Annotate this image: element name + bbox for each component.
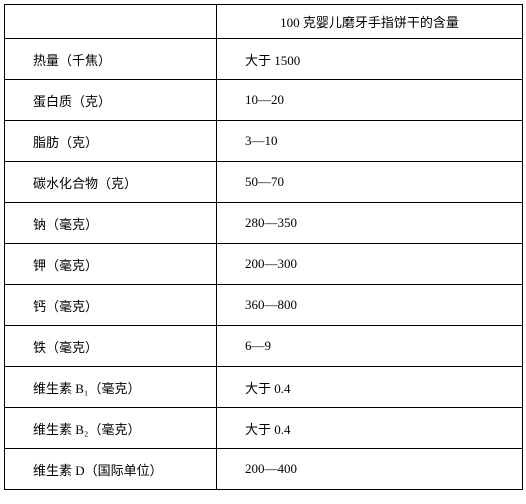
- table-header-row: 100 克婴儿磨牙手指饼干的含量: [5, 5, 523, 39]
- nutrient-value: 大于 0.4: [217, 408, 523, 449]
- nutrient-label: 钾（毫克）: [5, 244, 217, 285]
- nutrient-label: 铁（毫克）: [5, 326, 217, 367]
- table-row: 蛋白质（克） 10—20: [5, 80, 523, 121]
- header-title-cell: 100 克婴儿磨牙手指饼干的含量: [217, 5, 523, 39]
- nutrient-label: 蛋白质（克）: [5, 80, 217, 121]
- table-row: 维生素 D（国际单位） 200—400: [5, 449, 523, 490]
- nutrient-value: 200—300: [217, 244, 523, 285]
- table-row: 钠（毫克） 280—350: [5, 203, 523, 244]
- nutrient-label: 热量（千焦）: [5, 39, 217, 80]
- nutrient-value: 6—9: [217, 326, 523, 367]
- nutrient-value: 50—70: [217, 162, 523, 203]
- nutrient-value: 360—800: [217, 285, 523, 326]
- nutrient-label: 钙（毫克）: [5, 285, 217, 326]
- table-row: 铁（毫克） 6—9: [5, 326, 523, 367]
- table-row: 碳水化合物（克） 50—70: [5, 162, 523, 203]
- nutrient-value: 3—10: [217, 121, 523, 162]
- table-row: 钾（毫克） 200—300: [5, 244, 523, 285]
- nutrient-value: 280—350: [217, 203, 523, 244]
- nutrient-label: 维生素 B₂（毫克）: [5, 408, 217, 449]
- nutrition-table: 100 克婴儿磨牙手指饼干的含量 热量（千焦） 大于 1500 蛋白质（克） 1…: [4, 4, 523, 490]
- nutrient-label: 脂肪（克）: [5, 121, 217, 162]
- nutrient-label: 维生素 D（国际单位）: [5, 449, 217, 490]
- nutrient-label: 钠（毫克）: [5, 203, 217, 244]
- nutrient-value: 10—20: [217, 80, 523, 121]
- table-row: 热量（千焦） 大于 1500: [5, 39, 523, 80]
- nutrient-value: 大于 1500: [217, 39, 523, 80]
- table-row: 维生素 B₁（毫克） 大于 0.4: [5, 367, 523, 408]
- table-row: 脂肪（克） 3—10: [5, 121, 523, 162]
- nutrient-value: 200—400: [217, 449, 523, 490]
- nutrient-label: 维生素 B₁（毫克）: [5, 367, 217, 408]
- nutrient-value: 大于 0.4: [217, 367, 523, 408]
- header-empty-cell: [5, 5, 217, 39]
- table-row: 钙（毫克） 360—800: [5, 285, 523, 326]
- table-row: 维生素 B₂（毫克） 大于 0.4: [5, 408, 523, 449]
- nutrient-label: 碳水化合物（克）: [5, 162, 217, 203]
